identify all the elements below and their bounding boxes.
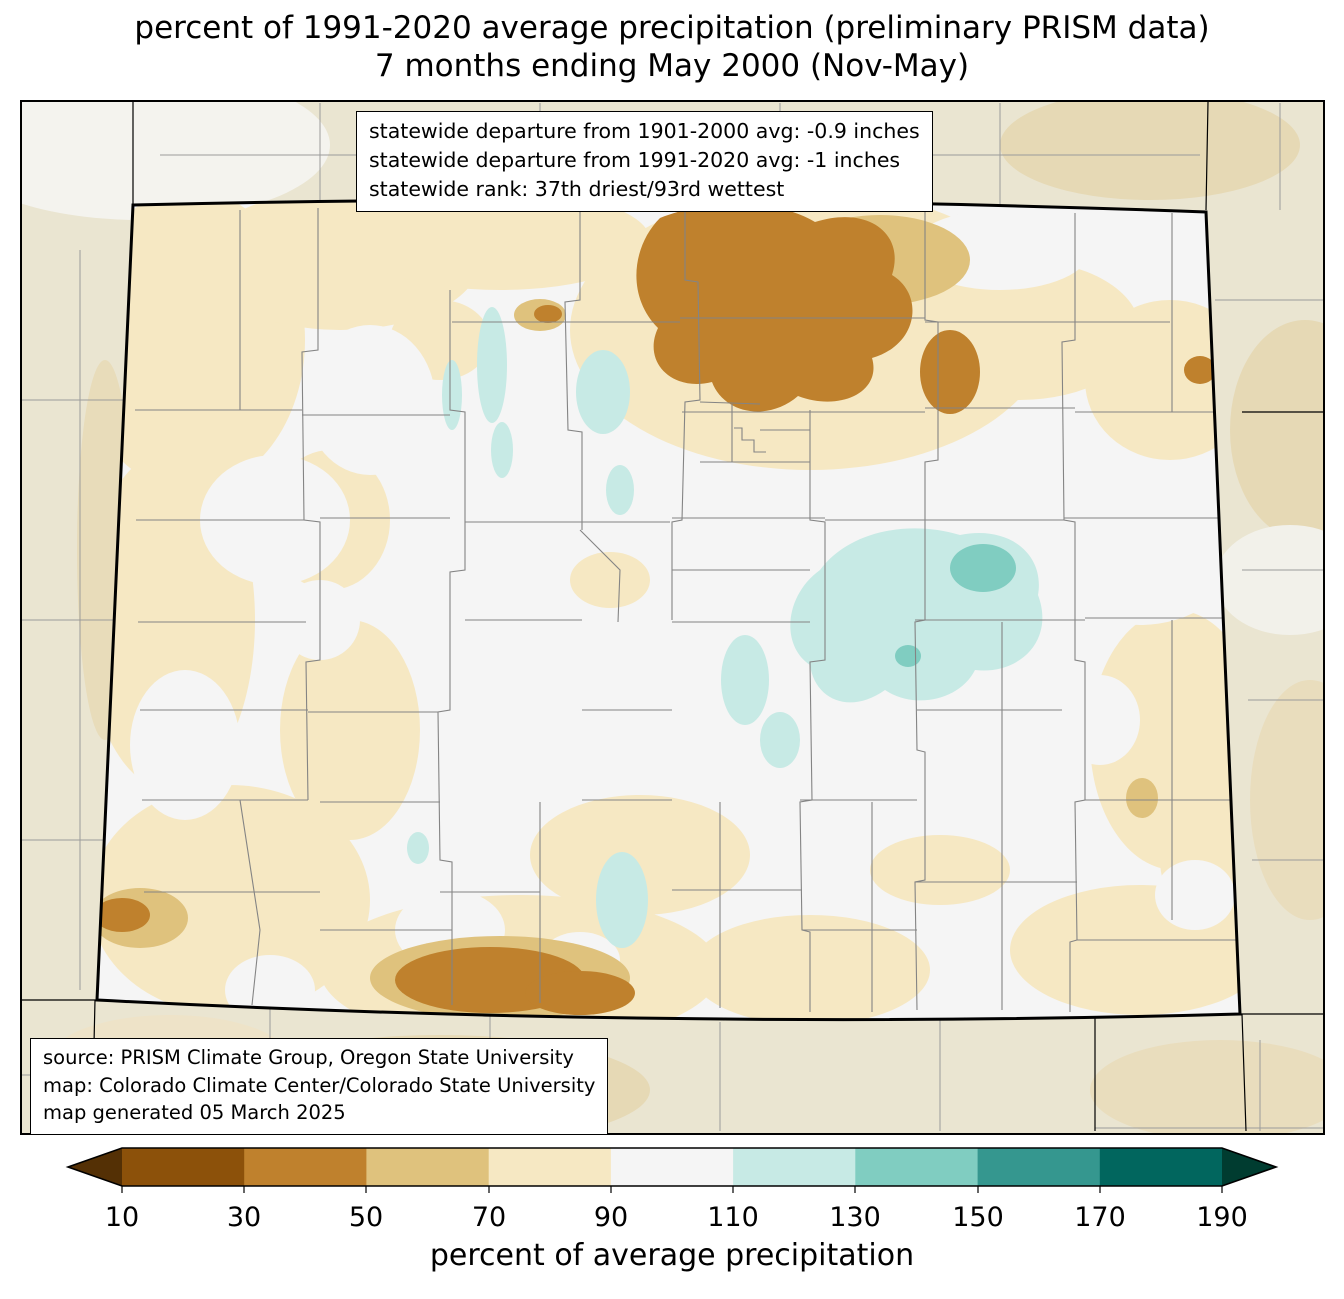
colorbar-seg-170-190 bbox=[1099, 1148, 1222, 1186]
tick-50: 50 bbox=[349, 1202, 383, 1233]
colorbar-seg-90-110 bbox=[610, 1148, 734, 1186]
map-area: statewide departure from 1901-2000 avg: … bbox=[20, 100, 1325, 1136]
colorbar-svg: 10 30 50 70 90 110 130 150 170 190 bbox=[65, 1147, 1279, 1233]
tick-150: 150 bbox=[952, 1202, 1004, 1233]
neighbor-state-lines bbox=[22, 102, 1323, 1132]
tick-130: 130 bbox=[829, 1202, 881, 1233]
colorbar-seg-110-130 bbox=[733, 1148, 857, 1186]
colorbar-seg-50-70 bbox=[366, 1148, 490, 1186]
colorbar-seg-10-30 bbox=[122, 1148, 245, 1186]
tick-190: 190 bbox=[1196, 1202, 1248, 1233]
colorbar-label: percent of average precipitation bbox=[429, 1238, 915, 1273]
county-lines bbox=[135, 208, 1239, 1012]
tick-90: 90 bbox=[594, 1202, 628, 1233]
map-title: percent of 1991-2020 average precipitati… bbox=[0, 10, 1344, 86]
colorbar-seg-150-170 bbox=[977, 1148, 1101, 1186]
tick-70: 70 bbox=[472, 1202, 506, 1233]
colorado-precip-map bbox=[20, 100, 1325, 1135]
map-frame-border bbox=[20, 100, 1325, 1135]
source-box: source: PRISM Climate Group, Oregon Stat… bbox=[30, 1038, 609, 1136]
source-line-3: map generated 05 March 2025 bbox=[43, 1101, 346, 1125]
state-interior bbox=[97, 199, 1240, 1020]
tick-30: 30 bbox=[227, 1202, 261, 1233]
colorbar-seg-70-90 bbox=[488, 1148, 612, 1186]
source-line-1: source: PRISM Climate Group, Oregon Stat… bbox=[43, 1046, 574, 1069]
colorbar-under-arrow bbox=[68, 1148, 122, 1186]
source-line-2: map: Colorado Climate Center/Colorado St… bbox=[43, 1073, 596, 1097]
colorbar-seg-130-150 bbox=[855, 1148, 979, 1186]
title-line-1: percent of 1991-2020 average precipitati… bbox=[134, 10, 1210, 46]
title-line-2: 7 months ending May 2000 (Nov-May) bbox=[374, 47, 970, 84]
stats-line-3: statewide rank: 37th driest/93rd wettest bbox=[369, 177, 785, 202]
colorbar-tick-labels: 10 30 50 70 90 110 130 150 170 190 bbox=[105, 1202, 1248, 1233]
tick-10: 10 bbox=[105, 1202, 139, 1233]
colorbar: 10 30 50 70 90 110 130 150 170 190 bbox=[0, 1140, 1344, 1250]
colorbar-over-arrow bbox=[1222, 1148, 1276, 1186]
colorbar-seg-30-50 bbox=[244, 1148, 368, 1186]
stats-line-1: statewide departure from 1901-2000 avg: … bbox=[369, 119, 920, 143]
stats-line-2: statewide departure from 1991-2020 avg: … bbox=[369, 148, 901, 173]
brown-patches bbox=[97, 204, 1216, 1015]
tick-110: 110 bbox=[707, 1202, 759, 1233]
dark-teal-patches bbox=[895, 544, 1016, 667]
colorbar-tickmarks bbox=[121, 1186, 1223, 1193]
tick-170: 170 bbox=[1074, 1202, 1126, 1233]
stats-box: statewide departure from 1901-2000 avg: … bbox=[356, 111, 933, 213]
